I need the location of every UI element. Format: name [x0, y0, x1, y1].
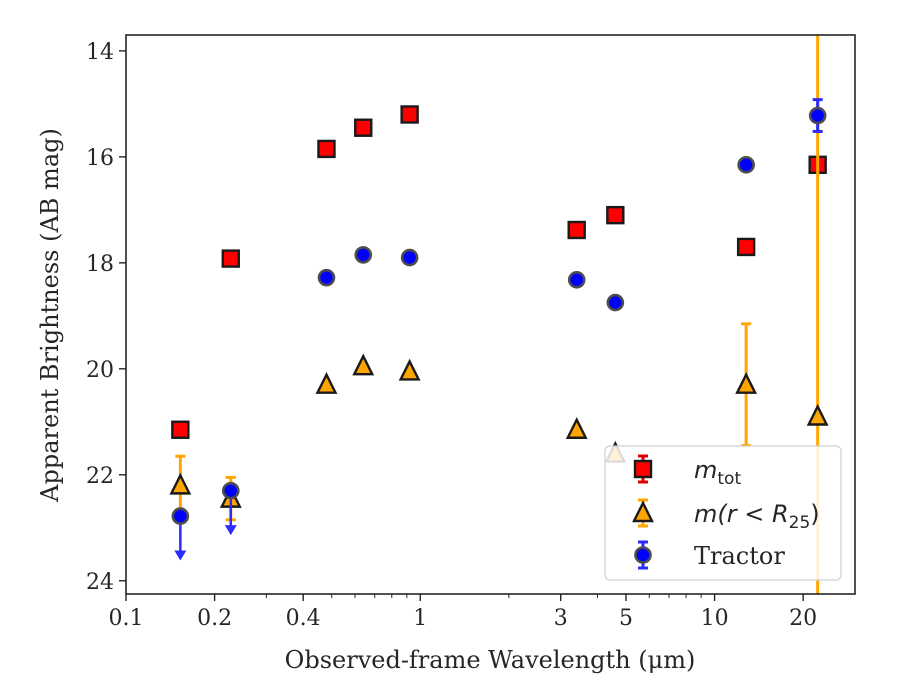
mr25-point-5 [565, 417, 588, 439]
y-tick-label-2: 18 [86, 252, 114, 277]
legend-subscript-mtot: tot [717, 469, 741, 489]
tractor-point-7 [737, 156, 755, 174]
mtot-point-6 [606, 205, 625, 225]
tractor-point-1 [221, 481, 240, 500]
y-tick-label-3: 20 [86, 358, 114, 383]
x-tick-label-5: 5 [619, 606, 633, 631]
legend-close-paren-mr25: ) [810, 500, 819, 528]
mr25-point-4 [398, 358, 421, 381]
x-tick-label-6: 10 [701, 606, 729, 631]
x-tick-label-3: 1 [413, 606, 427, 631]
x-tick-label-7: 20 [789, 606, 817, 631]
mtot-point-2 [317, 139, 336, 159]
tractor-upper-limit-arrow-1 [224, 525, 237, 536]
tractor-upper-limit-arrow-0 [174, 550, 187, 561]
mtot-point-0 [171, 420, 190, 439]
legend-marker-mr25 [632, 500, 654, 523]
y-tick-label-1: 16 [86, 146, 114, 171]
legend-box [604, 445, 842, 581]
y-tick-label-4: 22 [86, 464, 114, 489]
plot-frame [125, 34, 856, 595]
x-tick-label-4: 3 [554, 606, 568, 631]
legend-label-tractor: Tractor [694, 542, 785, 570]
series-mtot [171, 105, 827, 439]
mtot-point-5 [567, 220, 586, 240]
series-tractor [171, 98, 827, 561]
y-tick-label-0: 14 [86, 40, 114, 65]
mr25-point-3 [352, 353, 375, 376]
axes-layer: 0.1 0.2 0.4 1 3 5 10 20 14 16 18 20 22 24 [86, 40, 817, 631]
mtot-point-1 [221, 249, 240, 268]
y-tick-label-5: 24 [86, 570, 114, 595]
y-axis-label: Apparent Brightness (AB mag) [36, 128, 64, 503]
tractor-point-0 [171, 507, 190, 525]
mr25-point-2 [315, 372, 338, 394]
mtot-point-7 [736, 237, 756, 257]
mr25-point-7 [735, 372, 758, 394]
tractor-point-5 [567, 270, 586, 289]
tractor-point-4 [400, 248, 419, 267]
legend-marker-mtot [633, 459, 653, 479]
tractor-point-8 [808, 106, 827, 125]
legend-marker-tractor [634, 546, 652, 564]
tractor-point-3 [354, 246, 373, 264]
tractor-point-2 [317, 268, 336, 287]
x-tick-label-1: 0.2 [197, 606, 232, 631]
legend-subscript-mr25: 25 [789, 513, 811, 533]
mtot-point-4 [400, 105, 419, 124]
tractor-point-6 [606, 293, 625, 312]
x-tick-label-2: 0.4 [286, 606, 321, 631]
x-axis-label: Observed-frame Wavelength (μm) [285, 646, 696, 674]
mr25-point-8 [806, 403, 829, 426]
x-tick-label-0: 0.1 [109, 606, 144, 631]
mr25-point-0 [169, 472, 192, 495]
mtot-point-3 [354, 118, 373, 137]
